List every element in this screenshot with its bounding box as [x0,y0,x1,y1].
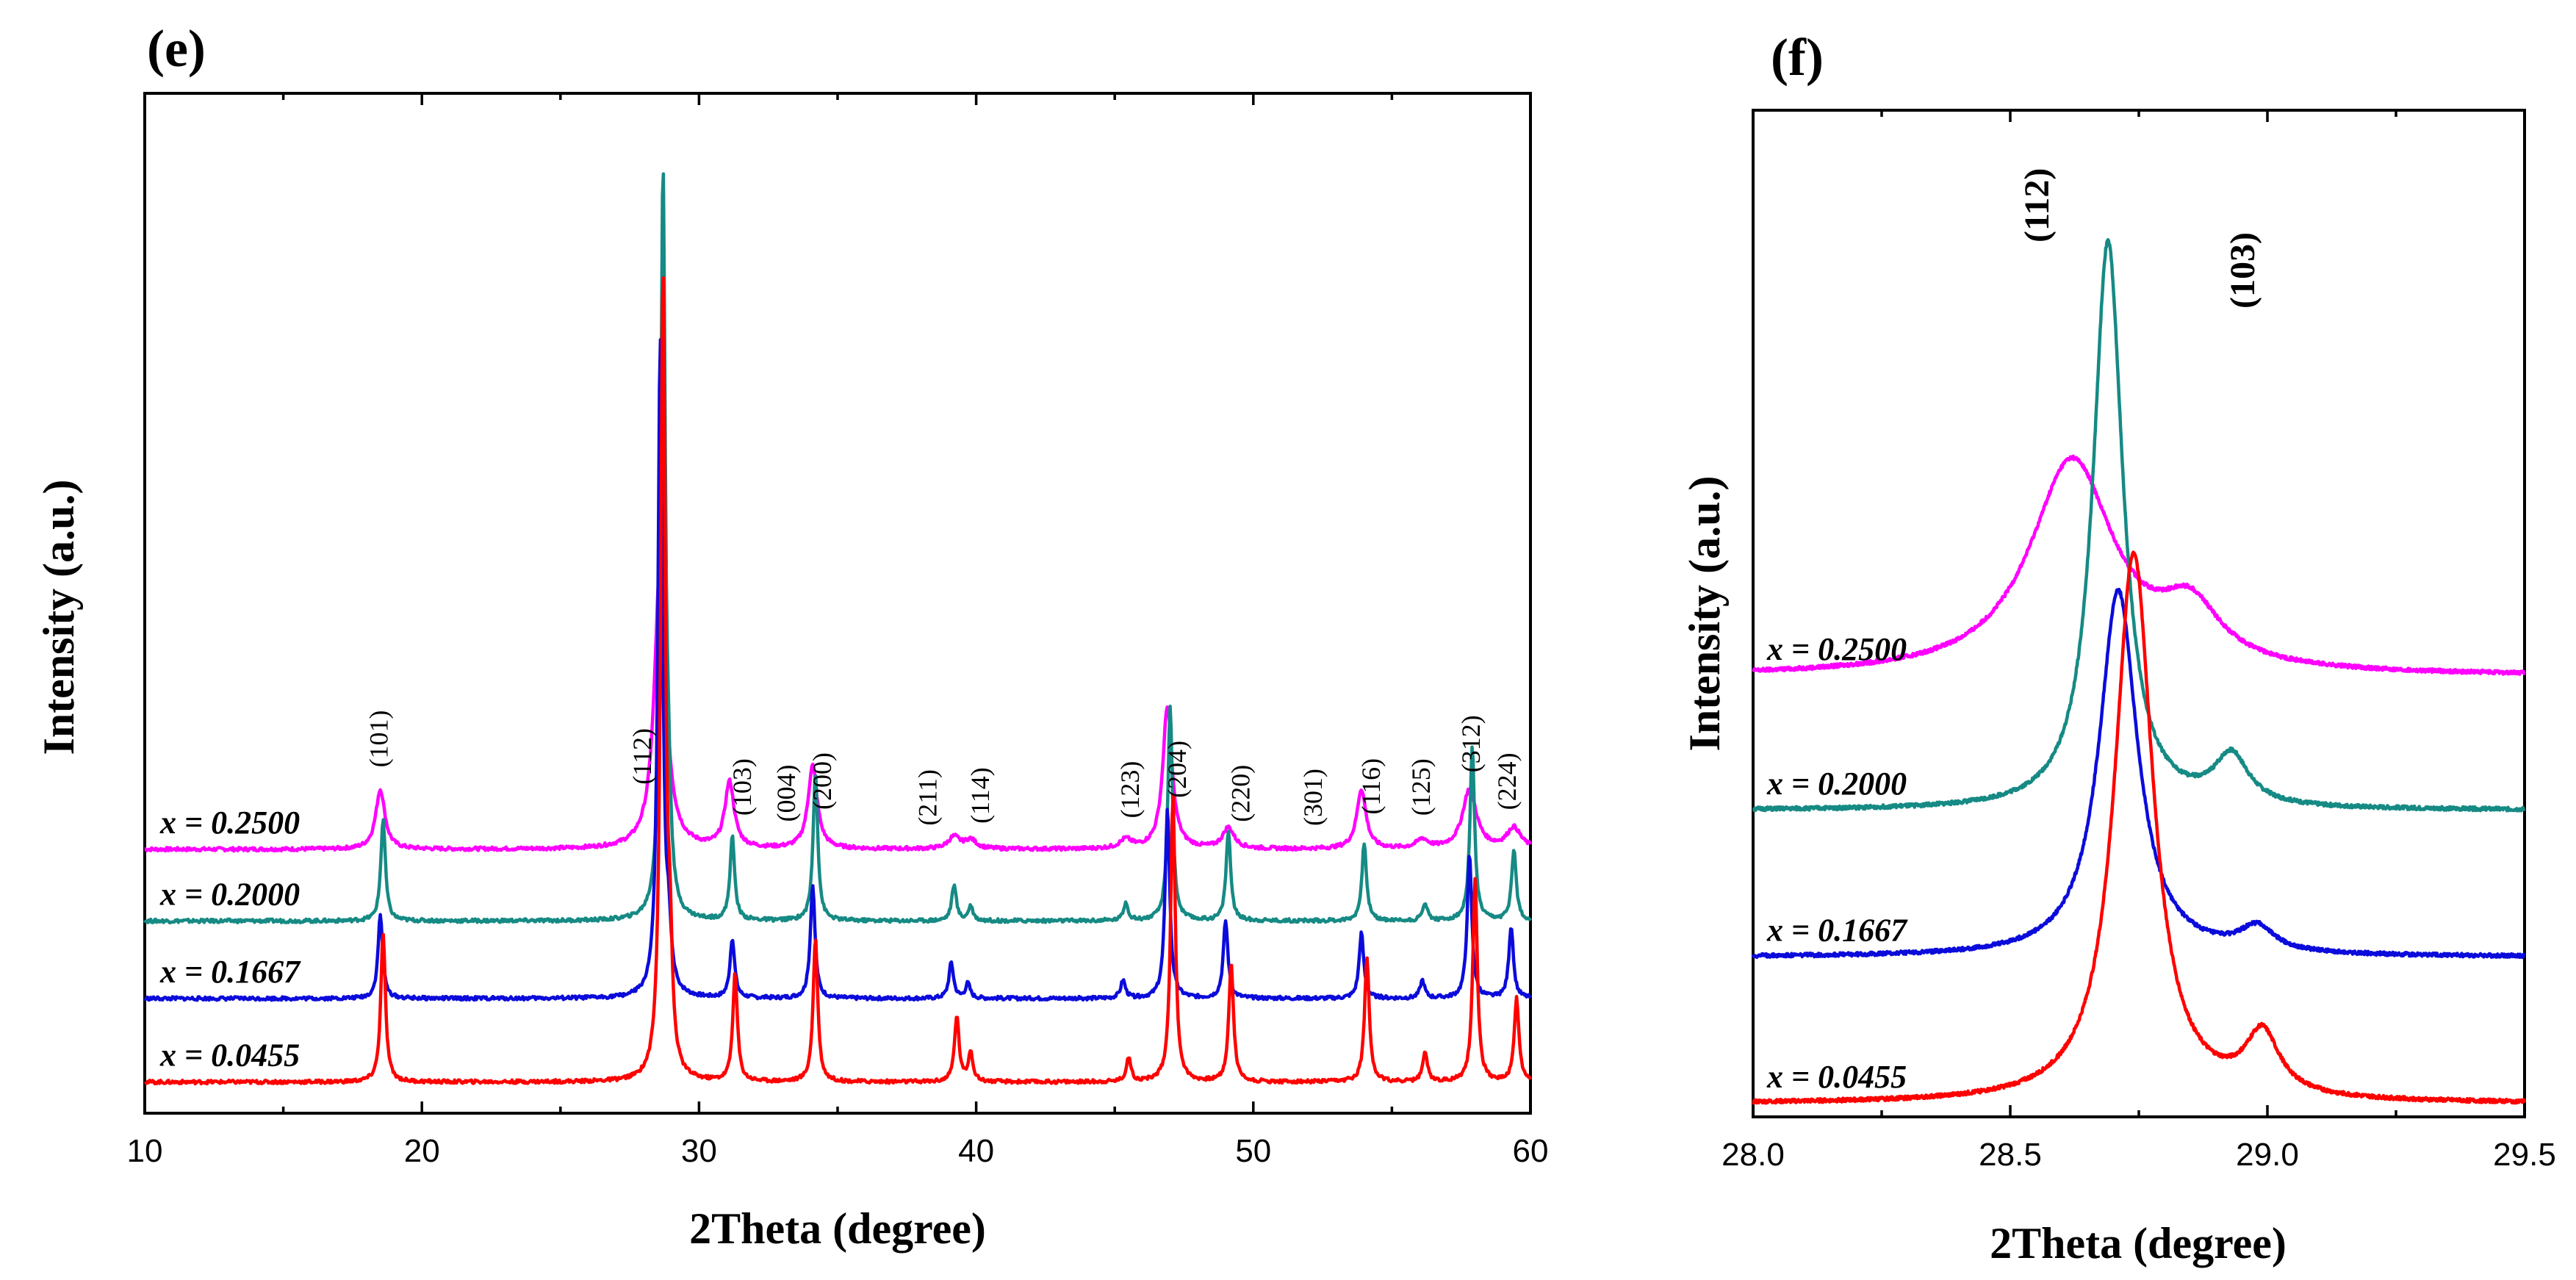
peak-label: (116) [1356,758,1386,815]
peak-label: (200) [807,752,837,810]
x-tick-label: 28.0 [1721,1137,1785,1173]
panel-f-curves [1751,238,2527,1105]
peak-label: (112) [2018,168,2057,242]
series-line-02500 [144,560,1533,853]
peak-label: (101) [364,710,394,767]
panel-f-y-axis-title: Intensity (a.u.) [1680,475,1729,751]
series-label: x = 0.2500 [1766,631,1907,667]
series-line-01667 [1751,587,2526,960]
panel-e-series-labels: x = 0.2500 x = 0.2000 x = 0.1667 x = 0.0455 [159,805,301,1074]
series-label: x = 0.2000 [159,876,300,912]
series-label: x = 0.0455 [159,1038,300,1074]
panel-e-curves [143,172,1533,1086]
x-tick-label: 60 [1513,1133,1549,1169]
x-tick-label: 30 [681,1133,717,1169]
series-label: x = 0.0455 [1766,1059,1907,1095]
panel-e-label: (e) [147,19,206,78]
series-label: x = 0.2000 [1766,766,1907,802]
peak-label: (103) [2223,232,2262,309]
peak-label: (103) [727,758,757,816]
series-line-02000 [143,172,1532,924]
x-tick-label: 29.0 [2236,1137,2299,1173]
x-tick-label: 28.5 [1979,1137,2042,1173]
peak-label: (112) [627,728,657,785]
panel-f-label: (f) [1771,28,1824,87]
peak-label: (004) [771,765,801,822]
peak-label: (123) [1115,761,1145,819]
series-label: x = 0.1667 [1766,913,1908,949]
x-tick-label: 20 [404,1133,440,1169]
peak-label: (220) [1226,765,1256,822]
peak-label: (125) [1406,758,1436,816]
series-label: x = 0.2500 [159,805,300,841]
peak-label: (204) [1162,741,1192,798]
series-line-01667 [143,337,1532,1002]
peak-label: (301) [1298,769,1328,826]
peak-label: (312) [1456,715,1486,772]
panel-e-y-axis-title: Intensity (a.u.) [35,479,83,755]
series-line-00455 [144,276,1533,1086]
series-label: x = 0.1667 [159,954,301,990]
panel-f: (f) 28.0 28.5 29.0 29.5 x = 0.2500 x = 0.200… [1680,28,2556,1268]
peak-label: (224) [1492,752,1522,810]
x-tick-label: 10 [127,1133,163,1169]
x-tick-label: 40 [958,1133,994,1169]
x-tick-label: 29.5 [2493,1137,2556,1173]
panel-f-x-ticks: 28.0 28.5 29.0 29.5 [1721,110,2556,1173]
panel-f-peak-labels: (112) (103) [2018,168,2262,309]
peak-label: (211) [913,769,942,826]
series-line-00455 [1752,550,2527,1105]
x-tick-label: 50 [1235,1133,1271,1169]
panel-e-x-axis-title: 2Theta (degree) [689,1204,986,1253]
peak-label: (114) [965,767,995,824]
panel-e-x-ticks: 10 20 30 40 50 60 [127,93,1549,1169]
panel-f-plot-frame [1752,109,2526,1118]
series-line-02000 [1752,238,2526,813]
panel-e-plot-frame [143,92,1532,1115]
panel-f-series-labels: x = 0.2500 x = 0.2000 x = 0.1667 x = 0.0455 [1766,631,1908,1095]
panel-f-x-axis-title: 2Theta (degree) [1990,1219,2287,1268]
panel-e-peak-labels: (101) (112) (103) (004) (200) (211) (114) (123)… [364,710,1522,825]
